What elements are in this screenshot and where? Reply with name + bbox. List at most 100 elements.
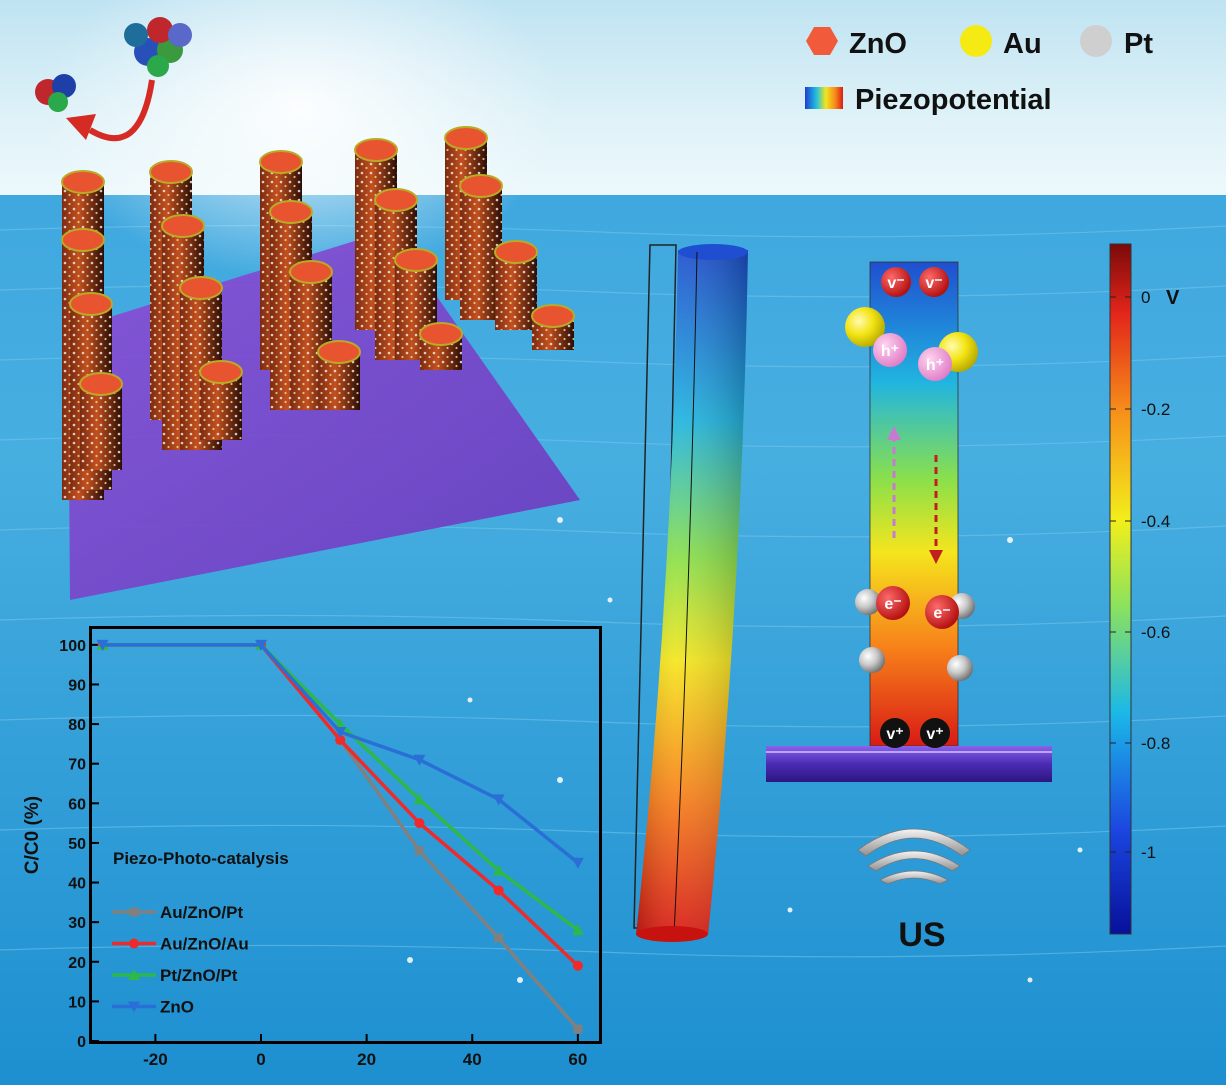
top-charge-circle [881,267,911,297]
chart-frame [89,626,602,1044]
nanorod-top [161,214,205,238]
colorbar-tick-label: -0.8 [1141,734,1170,753]
y-axis-label: C/C0 (%) [22,796,43,874]
charge-arrows [887,426,943,564]
x-tick-label: 60 [568,1050,587,1069]
data-point [413,754,426,766]
colorbar-tick-label: -1 [1141,843,1156,862]
x-tick-label: -20 [143,1050,168,1069]
x-tick-label: 20 [357,1050,376,1069]
hole-charge-label: h⁺ [926,357,944,374]
y-tick-label: 60 [68,796,86,813]
y-tick-label: 50 [68,836,86,853]
y-tick-label: 90 [68,677,86,694]
data-point [255,639,267,651]
data-point [96,639,109,651]
reaction-arrow [88,79,155,142]
nanorod-top [531,304,575,328]
x-tick-label: 40 [463,1050,482,1069]
legend-label: ZnO [160,998,194,1017]
nanorod-top [259,150,303,174]
bottom-charge-label: v⁺ [886,726,903,743]
data-point [413,793,426,805]
bottom-charge-circle [880,718,910,748]
y-tick-label: 100 [59,638,86,655]
nanorod-particles [495,252,537,330]
data-point [334,727,347,738]
data-point [572,960,583,971]
legend-zno: ZnO [849,28,907,60]
charge-labels: v⁻ v⁻ h⁺ h⁺ e⁻ e⁻ v⁺ v⁺ [873,267,959,748]
nanorod-top [374,188,418,212]
hole-charge-circle [918,347,952,381]
data-point [414,818,425,829]
legend-marker [129,907,139,917]
nanorod-top [149,160,193,184]
data-point [494,933,504,943]
nanorod-top [179,276,223,300]
nanorod-top [61,228,105,252]
reaction-arrow-head [66,114,96,140]
nanorod-top [61,170,105,194]
colorbar-tick-label: -0.2 [1141,400,1170,419]
y-tick-label: 10 [68,994,86,1011]
top-charge-circle [919,267,949,297]
nanorod-top [444,126,488,150]
data-point [573,1024,583,1034]
electron-charge-label: e⁻ [884,596,901,613]
y-tick-label: 20 [68,955,86,972]
molecule-small [35,74,76,112]
series-line [102,643,579,865]
top-charge-label: v⁻ [887,275,904,292]
bottom-charge-label: v⁺ [926,726,943,743]
legend-piezopotential: Piezopotential [855,84,1052,116]
chart-annotation: Piezo-Photo-catalysis [113,849,289,868]
colorbar [1109,243,1132,935]
hole-charge-circle [873,333,907,367]
legend-marker [129,938,139,949]
nanorod-array [61,126,575,500]
au-sphere-icon [960,25,992,57]
nanorod-top [394,248,438,272]
data-point [571,924,584,936]
legend-marker [128,969,140,980]
pt-sphere-icon [1080,25,1112,57]
data-point [414,846,424,856]
nanorod-top [354,138,398,162]
colorbar-tick-label: -0.6 [1141,623,1170,642]
electron-charge-label: e⁻ [933,605,950,622]
nanorod-top [69,292,113,316]
legend-au: Au [1003,28,1042,60]
legend-marker [128,1001,140,1013]
ultrasound-icon [857,828,971,885]
electron-charge-circle [925,595,959,629]
x-tick-label: 0 [256,1050,265,1069]
nanorod-top [199,360,243,384]
piezopotential-swatch-icon [805,87,843,109]
substrate-base [766,746,1052,782]
legend-label: Au/ZnO/Au [160,935,249,954]
y-tick-label: 40 [68,876,86,893]
colorbar-tick-label: 0 [1141,288,1150,307]
top-charge-label: v⁻ [925,275,942,292]
sparkles [407,517,1083,983]
nanorod-particles [80,384,122,470]
colorbar-ticks: 0 -0.2 -0.4 -0.6 -0.8 -1 [1110,288,1170,862]
nanorod-top [269,200,313,224]
colorbar-unit: V [1166,287,1180,309]
nanorod-top [317,340,361,364]
bottom-charge-circle [920,718,950,748]
bent-rod [633,244,748,942]
nanorod-top [289,260,333,284]
data-point [571,857,584,869]
legend: ZnO Au Pt Piezopotential [805,25,1153,116]
y-tick-label: 0 [77,1034,86,1051]
y-tick-label: 80 [68,717,86,734]
series-line [102,643,579,932]
hole-charge-label: h⁺ [881,343,899,360]
legend-label: Au/ZnO/Pt [160,903,243,922]
electron-charge-circle [876,586,910,620]
data-point [492,864,505,876]
legend-label: Pt/ZnO/Pt [160,966,238,985]
